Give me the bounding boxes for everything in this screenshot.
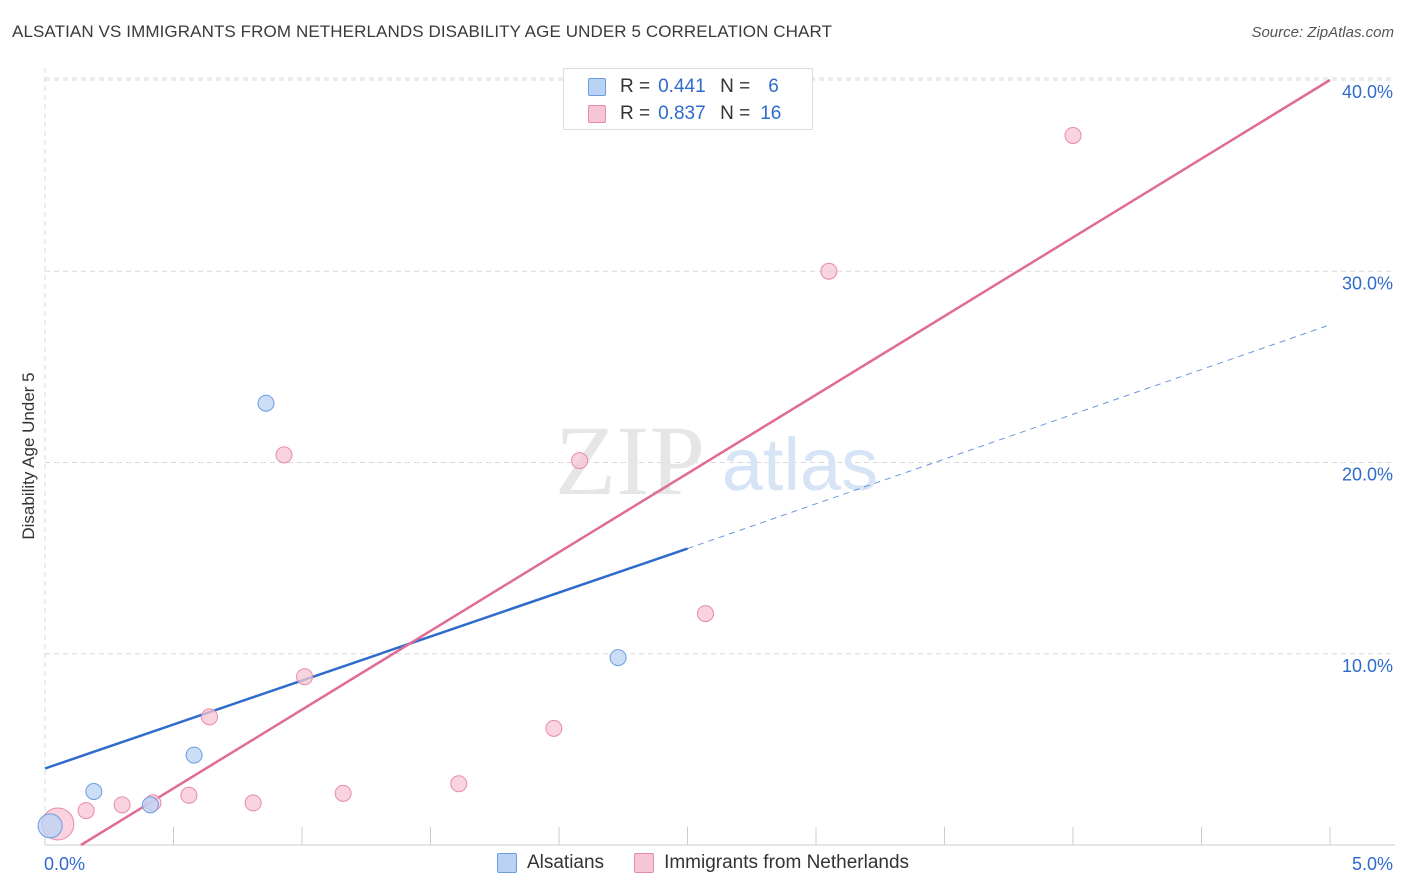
netherlands-point <box>275 446 293 464</box>
netherlands-point <box>180 786 198 804</box>
alsatians-trend-extension <box>687 324 1331 550</box>
netherlands-swatch <box>588 105 606 123</box>
y-tick-label: 40.0% <box>1342 82 1393 102</box>
netherlands-point <box>545 719 563 737</box>
x-tick-label: 0.0% <box>44 854 85 874</box>
alsatians-legend-swatch <box>496 853 517 873</box>
alsatians-point <box>37 813 63 839</box>
netherlands-point <box>450 775 468 793</box>
r-value: 0.441 <box>658 76 706 97</box>
y-tick-label: 30.0% <box>1342 273 1393 293</box>
alsatians-point <box>185 746 203 764</box>
alsatians-trend-line <box>44 547 688 770</box>
r-value: 0.837 <box>658 103 706 124</box>
legend-label: Alsatians <box>526 852 605 873</box>
netherlands-point <box>1064 126 1082 144</box>
netherlands-trend-line <box>80 78 1331 847</box>
x-tick-label: 5.0% <box>1352 854 1393 874</box>
netherlands-point <box>334 784 352 802</box>
trend-layer <box>44 78 1331 847</box>
netherlands-point <box>571 452 589 470</box>
n-value: 16 <box>760 103 782 124</box>
alsatians-point <box>141 796 159 814</box>
y-axis-label: Disability Age Under 5 <box>19 372 38 539</box>
netherlands-point <box>296 668 314 686</box>
netherlands-point <box>696 605 714 623</box>
stats-row-netherlands: R = 0.837 N = 16 <box>588 102 781 126</box>
axis-layer: 10.0% 20.0% 30.0% 40.0% 0.0% 5.0% <box>44 68 1395 874</box>
point-layer <box>37 126 1082 841</box>
alsatians-point <box>85 782 103 800</box>
n-value: 6 <box>768 76 779 97</box>
chart-title: ALSATIAN VS IMMIGRANTS FROM NETHERLANDS … <box>12 22 833 41</box>
netherlands-point <box>244 794 262 812</box>
netherlands-point <box>200 708 218 726</box>
n-label: N = <box>720 103 751 124</box>
netherlands-point <box>820 262 838 280</box>
legend-item-alsatians[interactable]: Alsatians <box>496 852 605 874</box>
netherlands-point <box>77 802 95 820</box>
r-label: R = <box>620 103 651 124</box>
legend-item-netherlands[interactable]: Immigrants from Netherlands <box>634 852 909 874</box>
source-label: Source: ZipAtlas.com <box>1251 24 1394 41</box>
series-legend: Alsatians Immigrants from Netherlands <box>0 852 1406 874</box>
netherlands-legend-swatch <box>634 853 655 873</box>
stats-legend: R = 0.441 N = 6 R = 0.837 N = 16 <box>563 68 813 130</box>
y-tick-label: 20.0% <box>1342 465 1393 485</box>
alsatians-swatch <box>588 78 606 96</box>
alsatians-point <box>609 649 627 667</box>
r-label: R = <box>620 76 651 97</box>
legend-label: Immigrants from Netherlands <box>664 852 910 873</box>
stats-row-alsatians: R = 0.441 N = 6 <box>588 75 779 99</box>
y-tick-label: 10.0% <box>1342 656 1393 676</box>
netherlands-point <box>113 796 131 814</box>
n-label: N = <box>720 76 751 97</box>
watermark-atlas: atlas <box>722 423 878 506</box>
alsatians-point <box>257 394 275 412</box>
